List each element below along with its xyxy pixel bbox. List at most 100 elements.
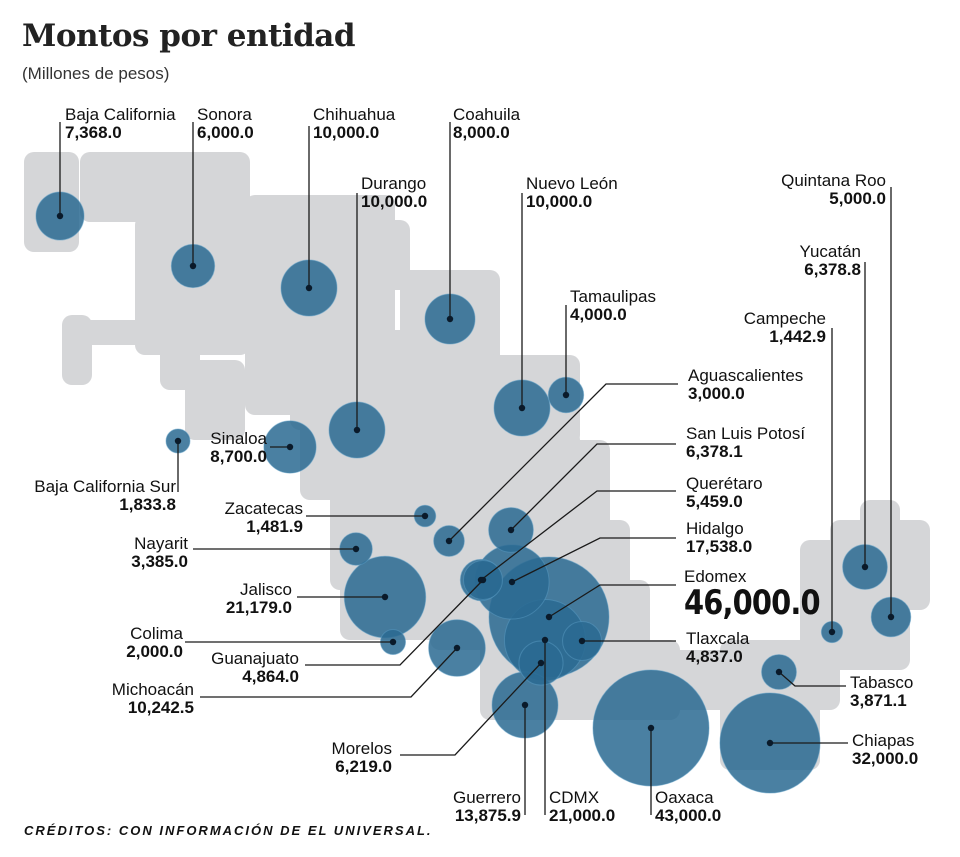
label-colima: Colima 2,000.0	[126, 625, 183, 661]
entity-value: 10,242.5	[127, 697, 194, 717]
entity-name: Guerrero	[452, 788, 521, 807]
entity-name: Chihuahua	[313, 105, 396, 124]
entity-name: Baja California Sur	[34, 477, 176, 496]
chart-title: Montos por entidad	[22, 18, 356, 54]
entity-value: 1,833.8	[119, 494, 176, 514]
land-region	[185, 360, 245, 440]
land-region	[80, 152, 250, 222]
entity-value: 1,442.9	[769, 326, 826, 346]
entity-value: 3,385.0	[131, 551, 188, 571]
bubble-center-dot	[286, 443, 294, 451]
entity-name: Sinaloa	[210, 429, 267, 448]
bubble-center-dot	[389, 638, 397, 646]
entity-name: Zacatecas	[224, 499, 303, 518]
entity-value: 1,481.9	[246, 516, 303, 536]
entity-value: 7,368.0	[65, 122, 122, 142]
leader-line-michoacan	[200, 647, 458, 698]
bubble-center-dot	[766, 739, 774, 747]
bubble-center-dot	[521, 701, 529, 709]
bubble-center-dot	[545, 613, 553, 621]
land-region	[140, 290, 175, 320]
entity-name: Morelos	[331, 739, 392, 758]
entity-value: 6,219.0	[335, 756, 392, 776]
leader-line-morelos	[400, 662, 542, 756]
entity-name: Hidalgo	[686, 519, 744, 538]
entity-value: 4,000.0	[570, 304, 627, 324]
label-baja-california-sur: Baja California Sur 1,833.8	[34, 478, 176, 514]
label-michoacan: Michoacán 10,242.5	[112, 681, 194, 717]
entity-name: Nayarit	[134, 534, 188, 553]
entity-value: 8,700.0	[210, 446, 267, 466]
bubble-center-dot	[479, 576, 487, 584]
entity-value: 5,459.0	[686, 491, 743, 511]
bubble-center-dot	[174, 437, 182, 445]
entity-name: Baja California	[65, 105, 176, 124]
bubble-center-dot	[445, 537, 453, 545]
label-cdmx: CDMX 21,000.0	[549, 789, 615, 825]
label-durango: Durango 10,000.0	[361, 175, 427, 211]
label-yucatan: Yucatán 6,378.8	[800, 243, 861, 279]
label-zacatecas: Zacatecas 1,481.9	[225, 500, 303, 536]
entity-value: 32,000.0	[852, 748, 919, 768]
entity-value: 46,000.0	[684, 582, 821, 623]
label-aguascalientes: Aguascalientes 3,000.0	[688, 367, 803, 403]
bubble-center-dot	[887, 613, 895, 621]
entity-name: Tabasco	[850, 673, 914, 692]
entity-value: 8,000.0	[453, 122, 510, 142]
entity-name: San Luis Potosí	[686, 424, 806, 443]
bubble-center-dot	[541, 636, 549, 644]
entity-value: 6,378.1	[686, 441, 743, 461]
entity-value: 3,871.1	[850, 690, 907, 710]
label-edomex: Edomex 46,000.0	[684, 568, 844, 622]
label-campeche: Campeche 1,442.9	[744, 310, 826, 346]
entity-name: Querétaro	[686, 474, 763, 493]
bubble-center-dot	[562, 391, 570, 399]
label-guanajuato: Guanajuato 4,864.0	[211, 650, 299, 686]
label-morelos: Morelos 6,219.0	[332, 740, 392, 776]
entity-name: Colima	[130, 624, 183, 643]
label-tlaxcala: Tlaxcala 4,837.0	[686, 630, 749, 666]
label-sonora: Sonora 6,000.0	[197, 106, 254, 142]
leader-line-hidalgo	[511, 537, 676, 583]
entity-name: Guanajuato	[211, 649, 299, 668]
bubble-center-dot	[861, 563, 869, 571]
entity-value: 4,837.0	[686, 646, 743, 666]
entity-name: Durango	[361, 174, 427, 193]
label-chihuahua: Chihuahua 10,000.0	[313, 106, 395, 142]
entity-name: CDMX	[549, 788, 600, 807]
bubble-center-dot	[56, 212, 64, 220]
entity-value: 6,000.0	[197, 122, 254, 142]
label-tabasco: Tabasco 3,871.1	[850, 674, 913, 710]
bubble-center-dot	[353, 426, 361, 434]
label-oaxaca: Oaxaca 43,000.0	[655, 789, 721, 825]
label-coahuila: Coahuila 8,000.0	[453, 106, 520, 142]
entity-value: 10,000.0	[361, 191, 428, 211]
entity-name: Sonora	[197, 105, 252, 124]
leader-line-tabasco	[778, 671, 846, 687]
bubble-center-dot	[775, 668, 783, 676]
leader-line-queretaro	[480, 490, 676, 581]
label-chiapas: Chiapas 32,000.0	[852, 732, 918, 768]
bubble-center-dot	[647, 724, 655, 732]
entity-value: 43,000.0	[655, 805, 722, 825]
bubble-center-dot	[446, 315, 454, 323]
entity-value: 5,000.0	[829, 188, 886, 208]
bubble-center-dot	[508, 578, 516, 586]
label-guerrero: Guerrero 13,875.9	[453, 789, 521, 825]
label-hidalgo: Hidalgo 17,538.0	[686, 520, 752, 556]
entity-value: 21,179.0	[225, 597, 292, 617]
bubble-center-dot	[537, 659, 545, 667]
entity-value: 4,864.0	[242, 666, 299, 686]
entity-value: 21,000.0	[549, 805, 616, 825]
entity-value: 6,378.8	[804, 259, 861, 279]
label-san-luis-potosi: San Luis Potosí 6,378.1	[686, 425, 805, 461]
bubble-center-dot	[305, 284, 313, 292]
land-region	[370, 360, 490, 480]
entity-value: 3,000.0	[688, 383, 745, 403]
entity-name: Michoacán	[111, 680, 194, 699]
entity-name: Edomex	[684, 567, 747, 586]
bubble-center-dot	[421, 512, 429, 520]
entity-name: Coahuila	[453, 105, 521, 124]
bubble-center-dot	[352, 545, 360, 553]
